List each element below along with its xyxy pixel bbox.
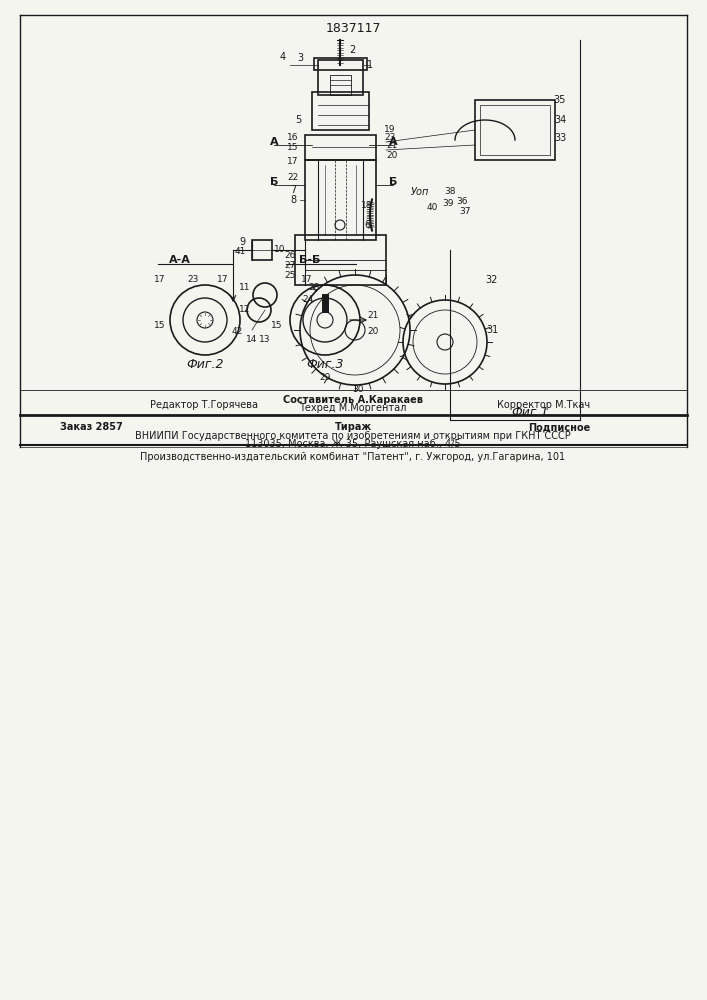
Bar	[480, 105, 550, 155]
Text: 27: 27	[284, 260, 296, 269]
Text: 16: 16	[287, 132, 299, 141]
Text: Производственно-издательский комбинат "Патент", г. Ужгород, ул.Гагарина, 101: Производственно-издательский комбинат "П…	[141, 452, 566, 462]
Text: А: А	[389, 137, 397, 147]
Text: Б: Б	[389, 177, 397, 187]
Text: 34: 34	[554, 115, 566, 125]
Text: Подписное: Подписное	[527, 422, 590, 432]
Text: Б-Б: Б-Б	[299, 255, 321, 265]
Text: Редактор Т.Горячева: Редактор Т.Горячева	[150, 400, 258, 410]
Text: Фиг.2: Фиг.2	[186, 359, 223, 371]
Text: 39: 39	[443, 198, 454, 208]
Text: 36: 36	[456, 198, 468, 207]
Text: 14: 14	[246, 336, 257, 344]
Text: 23: 23	[187, 275, 199, 284]
Text: 26: 26	[284, 250, 296, 259]
Text: Фиг.1: Фиг.1	[511, 406, 549, 418]
Text: 23: 23	[385, 133, 396, 142]
Text: 21: 21	[386, 140, 397, 149]
Text: 13: 13	[259, 336, 271, 344]
Text: 19: 19	[384, 125, 396, 134]
Text: 5: 5	[295, 115, 301, 125]
Text: 28: 28	[308, 284, 320, 292]
Text: 21: 21	[368, 310, 379, 320]
Text: 17: 17	[287, 157, 299, 166]
Text: 3: 3	[297, 53, 303, 63]
Text: 15: 15	[271, 320, 283, 330]
Text: 8: 8	[290, 195, 296, 205]
Text: 25: 25	[284, 270, 296, 279]
Text: 17: 17	[217, 275, 229, 284]
Bar	[330, 75, 351, 95]
Text: 35: 35	[554, 95, 566, 105]
Bar	[318, 60, 363, 95]
Text: Уоп: Уоп	[411, 187, 429, 197]
Text: А-А: А-А	[169, 255, 191, 265]
Text: 1: 1	[367, 60, 373, 70]
Text: Фиг.3: Фиг.3	[306, 359, 344, 371]
Text: 40: 40	[426, 202, 438, 212]
Text: 30: 30	[352, 385, 363, 394]
Bar	[252, 240, 272, 260]
Text: 41: 41	[234, 247, 246, 256]
Text: 33: 33	[554, 133, 566, 143]
Text: 4: 4	[280, 52, 286, 62]
Bar	[314, 58, 367, 70]
Text: 42: 42	[231, 328, 243, 336]
Text: 113035, Москва, Ж-35, Раушская наб., 4/5: 113035, Москва, Ж-35, Раушская наб., 4/5	[245, 439, 461, 449]
Text: 31: 31	[486, 325, 498, 335]
Text: 9: 9	[239, 237, 245, 247]
Text: 32: 32	[486, 275, 498, 285]
Text: 37: 37	[460, 208, 471, 217]
Text: 24: 24	[303, 296, 314, 304]
Bar	[322, 294, 328, 312]
Bar	[312, 92, 369, 130]
Text: Б: Б	[270, 177, 278, 187]
Text: 2: 2	[349, 45, 355, 55]
Text: 1837117: 1837117	[325, 21, 381, 34]
Text: А: А	[269, 137, 279, 147]
Text: 10: 10	[274, 245, 286, 254]
Bar	[305, 135, 376, 160]
Text: 18: 18	[361, 200, 373, 210]
Text: 29: 29	[320, 373, 331, 382]
Bar	[295, 235, 386, 285]
Text: Составитель А.Каракаев: Составитель А.Каракаев	[283, 395, 423, 405]
Text: Заказ 2857: Заказ 2857	[60, 422, 123, 432]
Bar	[475, 100, 555, 160]
Text: 17: 17	[301, 275, 312, 284]
Text: 17: 17	[154, 275, 165, 284]
Text: 7: 7	[290, 185, 296, 195]
Text: Техред М.Моргентал: Техред М.Моргентал	[299, 403, 407, 413]
Text: Корректор М.Ткач: Корректор М.Ткач	[497, 400, 590, 410]
Text: 38: 38	[444, 188, 456, 196]
Bar	[305, 160, 376, 240]
Text: 20: 20	[386, 150, 397, 159]
Text: Тираж: Тираж	[334, 422, 372, 432]
Text: 15: 15	[287, 142, 299, 151]
Text: ВНИИПИ Государственного комитета по изобретениям и открытиям при ГКНТ СССР: ВНИИПИ Государственного комитета по изоб…	[135, 431, 571, 441]
Text: 22: 22	[287, 172, 298, 182]
Text: 11: 11	[239, 284, 251, 292]
Text: 15: 15	[154, 320, 165, 330]
Text: 12: 12	[239, 306, 251, 314]
Text: 6: 6	[364, 220, 370, 230]
Text: 20: 20	[368, 328, 379, 336]
